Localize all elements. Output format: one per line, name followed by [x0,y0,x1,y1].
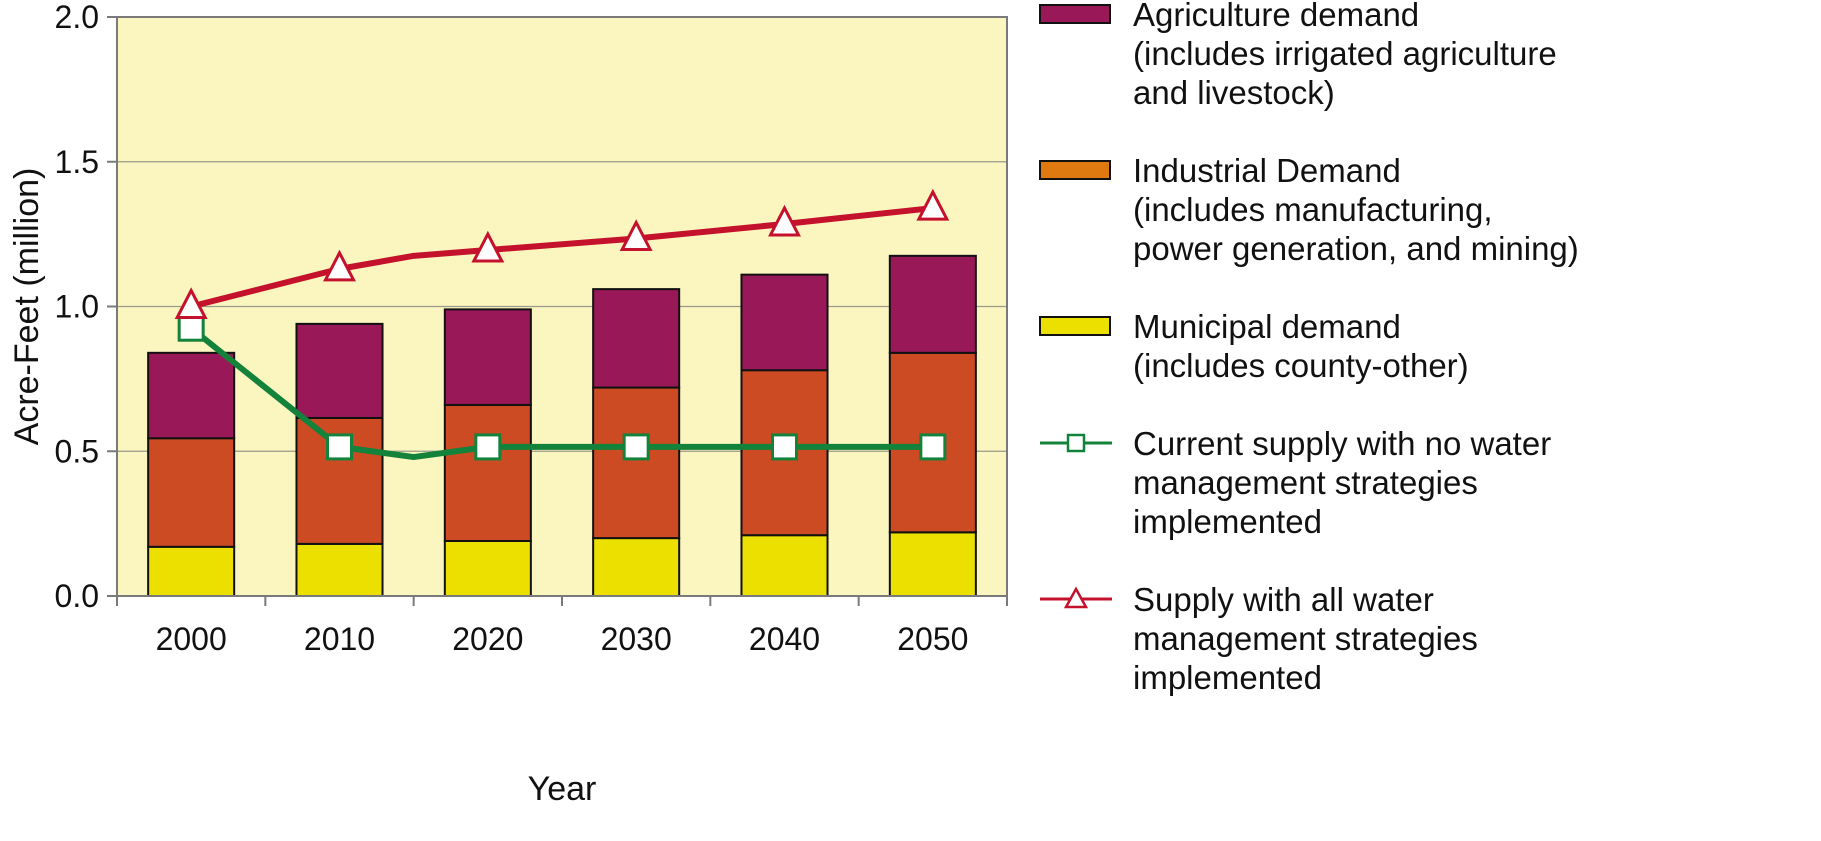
bar-agriculture-2020 [443,308,532,406]
point-all_strategies-2050 [916,188,950,221]
legend-label-agriculture: and livestock) [1133,74,1335,111]
y-tick-label: 1.0 [55,289,99,325]
legend-marker-current_supply [1066,433,1086,453]
bar-agriculture-2030 [592,288,681,389]
x-tick-label: 2010 [304,621,375,657]
bar-agriculture-2050 [888,254,977,354]
lines-group [174,188,950,461]
legend-label-current_supply: implemented [1133,503,1322,540]
x-axis-title: Year [528,770,597,808]
bar-industrial-2030 [592,386,681,540]
legend-label-current_supply: management strategies [1133,464,1478,501]
legend-label-all_strategies: management strategies [1133,620,1478,657]
legend-swatch-agriculture [1039,4,1111,24]
legend-marker-all_strategies [1063,586,1089,609]
legend-swatch-municipal [1039,316,1111,336]
bar-municipal-2030 [592,537,681,597]
legend-label-current_supply: Current supply with no water [1133,425,1551,462]
bar-municipal-2010 [295,542,384,598]
x-tick-label: 2020 [452,621,523,657]
legend-label-all_strategies: Supply with all water [1133,581,1434,618]
grid-lines [117,161,1007,452]
y-tick-label: 0.0 [55,578,99,614]
legend-label-municipal: (includes county-other) [1133,347,1469,384]
bar-agriculture-2000 [147,351,236,440]
point-current_supply-2010 [326,433,353,461]
x-tick-label: 2030 [601,621,672,657]
bar-municipal-2050 [888,531,977,597]
legend-label-industrial: power generation, and mining) [1133,230,1579,267]
legend-label-industrial: (includes manufacturing, [1133,191,1493,228]
legend-label-all_strategies: implemented [1133,659,1322,696]
legend-label-agriculture: (includes irrigated agriculture [1133,35,1557,72]
point-all_strategies-2000 [174,287,208,319]
bar-industrial-2000 [147,437,236,548]
bar-municipal-2000 [147,545,236,597]
legend-item-industrial: Industrial Demand(includes manufacturing… [1039,152,1579,267]
point-current_supply-2050 [919,433,947,461]
point-all_strategies-2040 [768,204,801,237]
point-all_strategies-2020 [471,230,505,263]
bar-municipal-2020 [443,539,532,597]
point-all_strategies-2030 [619,219,653,251]
bar-municipal-2040 [740,534,829,598]
bar-agriculture-2040 [740,273,829,372]
x-tick-label: 2040 [749,621,820,657]
y-tick-label: 1.5 [55,144,99,180]
x-tick-label: 2000 [156,621,227,657]
point-current_supply-2030 [622,433,650,461]
legend: Agriculture demand(includes irrigated ag… [1039,0,1579,696]
legend-label-agriculture: Agriculture demand [1133,0,1419,33]
point-current_supply-2000 [177,314,205,342]
point-current_supply-2040 [771,433,798,461]
y-tick-label: 2.0 [55,0,99,35]
legend-swatch-industrial [1039,160,1111,180]
y-axis-title: Acre-Feet (million) [8,168,46,446]
axes-group: 0.0 0.5 1.0 1.5 2.0 2000 2010 2020 2030 2040 2050 [55,0,1008,657]
legend-label-industrial: Industrial Demand [1133,152,1401,189]
y-tick-label: 0.5 [55,433,99,469]
point-all_strategies-2010 [323,249,356,282]
point-current_supply-2020 [474,433,502,461]
legend-item-municipal: Municipal demand(includes county-other) [1039,308,1469,384]
bar-industrial-2020 [443,403,532,542]
bar-agriculture-2010 [295,322,384,419]
legend-label-municipal: Municipal demand [1133,308,1401,345]
legend-item-agriculture: Agriculture demand(includes irrigated ag… [1039,0,1557,111]
x-tick-label: 2050 [897,621,968,657]
